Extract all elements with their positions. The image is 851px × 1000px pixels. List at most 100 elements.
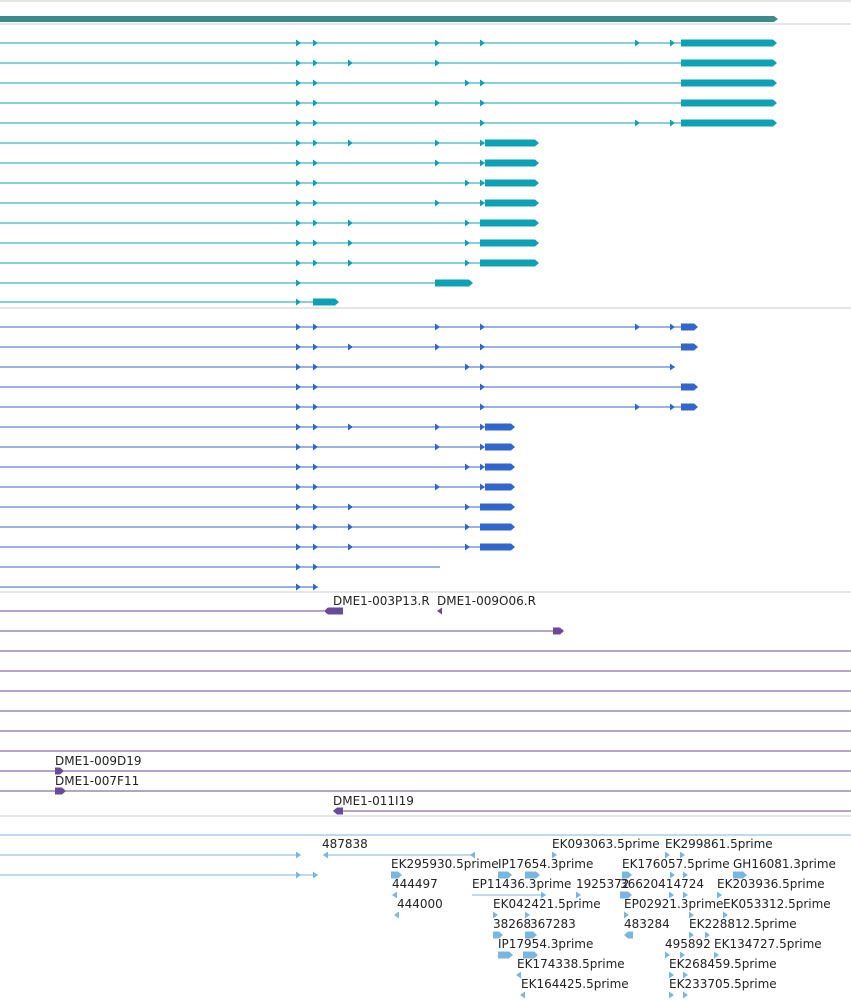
exon-arrow (313, 543, 318, 551)
exon-arrow (465, 523, 470, 531)
est-label[interactable]: GH16081.3prime (733, 857, 836, 871)
est-label[interactable]: 483284 (624, 917, 670, 931)
est-label[interactable]: EK268459.5prime (669, 957, 777, 971)
exon-arrow (480, 423, 485, 431)
exon-arrow (296, 463, 301, 471)
est-label[interactable]: EK164425.5prime (521, 977, 629, 991)
exon-arrow (435, 59, 440, 67)
exon-arrow (470, 851, 475, 859)
est-label[interactable]: EP02921.3prime (624, 897, 723, 911)
exon-arrow (313, 363, 318, 371)
est-label[interactable]: EK174338.5prime (517, 957, 625, 971)
est-label[interactable]: IP17954.3prime (498, 937, 593, 951)
est-label[interactable]: EK134727.5prime (714, 937, 822, 951)
exon-arrow (683, 871, 688, 879)
exon-block (525, 871, 540, 879)
est-label[interactable]: EK203936.5prime (717, 877, 825, 891)
exon-arrow (480, 139, 485, 147)
est-label[interactable]: 444000 (397, 897, 443, 911)
est-label[interactable]: 38268 (493, 917, 531, 931)
exon-arrow (465, 543, 470, 551)
exon-arrow (296, 383, 301, 391)
exon-arrow (635, 39, 640, 47)
exon-arrow (296, 543, 301, 551)
exon-arrow (480, 79, 485, 87)
est-label[interactable]: EK053312.5prime (723, 897, 831, 911)
est-label[interactable]: EK042421.5prime (493, 897, 601, 911)
clone-label[interactable]: DME1-009D19 (55, 754, 142, 768)
exon-arrow (465, 363, 470, 371)
exon-arrow (313, 199, 318, 207)
exon-block (681, 403, 698, 411)
exon-block (480, 503, 515, 511)
exon-arrow (296, 59, 301, 67)
exon-arrow (670, 363, 675, 371)
est-label[interactable]: EK228812.5prime (689, 917, 797, 931)
exon-arrow (635, 119, 640, 127)
exon-arrow (313, 423, 318, 431)
clone-track (0, 607, 851, 815)
exon-arrow (296, 259, 301, 267)
clone-label[interactable]: DME1-003P13.R (333, 594, 430, 608)
exon-arrow (348, 239, 353, 247)
exon-block (485, 463, 515, 471)
est-label[interactable]: EK233705.5prime (669, 977, 777, 991)
exon-arrow (552, 851, 557, 859)
exon-arrow (680, 951, 685, 959)
est-label[interactable]: 444497 (392, 877, 438, 891)
exon-arrow (296, 343, 301, 351)
clone-label[interactable]: DME1-011I19 (333, 794, 414, 808)
exon-block (485, 199, 539, 207)
est-label[interactable]: IP17654.3prime (498, 857, 593, 871)
exon-arrow (480, 323, 485, 331)
est-label[interactable]: EK093063.5prime (552, 837, 660, 851)
exon-arrow (313, 483, 318, 491)
clone-label[interactable]: DME1-009O06.R (437, 594, 536, 608)
exon-arrow (313, 79, 318, 87)
est-label[interactable]: 1925372 (576, 877, 629, 891)
exon-arrow (480, 119, 485, 127)
exon-block (480, 523, 515, 531)
est-label[interactable]: EK176057.5prime (622, 857, 730, 871)
exon-arrow (296, 851, 301, 859)
exon-arrow (683, 971, 688, 979)
exon-block (485, 483, 515, 491)
est-label[interactable]: EK299861.5prime (665, 837, 773, 851)
exon-arrow (348, 523, 353, 531)
est-label[interactable]: EK295930.5prime (391, 857, 499, 871)
exon-arrow (723, 911, 728, 919)
exon-block (498, 951, 513, 959)
exon-block (313, 298, 339, 306)
exon-arrow (465, 79, 470, 87)
exon-arrow (665, 951, 670, 959)
est-label[interactable]: 495892 (665, 937, 711, 951)
exon-arrow (714, 951, 719, 959)
exon-arrow (435, 343, 440, 351)
exon-arrow (348, 219, 353, 227)
exon-block (681, 59, 777, 67)
exon-block (333, 807, 343, 815)
exon-block (523, 951, 538, 959)
est-label[interactable]: 487838 (322, 837, 368, 851)
exon-arrow (680, 851, 685, 859)
exon-arrow (313, 523, 318, 531)
clone-label[interactable]: DME1-007F11 (55, 774, 139, 788)
est-label[interactable]: 36620414724 (620, 877, 704, 891)
exon-arrow (465, 503, 470, 511)
exon-arrow (493, 911, 498, 919)
exon-arrow (296, 99, 301, 107)
exon-arrow (635, 403, 640, 411)
exon-arrow (323, 851, 328, 859)
exon-arrow (465, 463, 470, 471)
exon-arrow (313, 119, 318, 127)
exon-arrow (296, 363, 301, 371)
exon-arrow (689, 911, 694, 919)
exon-block (55, 787, 66, 795)
exon-arrow (313, 403, 318, 411)
exon-arrow (313, 139, 318, 147)
est-label[interactable]: 367283 (530, 917, 576, 931)
exon-arrow (296, 139, 301, 147)
est-label[interactable]: EP11436.3prime (472, 877, 571, 891)
exon-arrow (313, 871, 318, 879)
